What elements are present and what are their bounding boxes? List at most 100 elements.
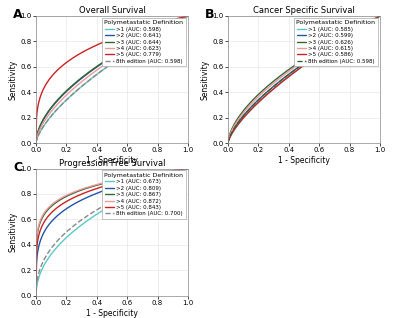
>2 (AUC: 0.599): (0.00334, 0.022): 0.599): (0.00334, 0.022) [226, 138, 231, 142]
>4 (AUC: 0.872): (0.612, 0.93): 0.872): (0.612, 0.93) [127, 176, 132, 179]
8th edition (AUC: 0.598): (0.00334, 0.0217): 0.598): (0.00334, 0.0217) [34, 138, 39, 142]
>4 (AUC: 0.872): (0.00334, 0.433): 0.872): (0.00334, 0.433) [34, 239, 39, 243]
>2 (AUC: 0.599): (0, 0): 0.599): (0, 0) [226, 141, 230, 145]
>3 (AUC: 0.867): (0.906, 0.985): 0.867): (0.906, 0.985) [171, 169, 176, 172]
8th edition (AUC: 0.700): (0.00334, 0.0869): 0.700): (0.00334, 0.0869) [34, 283, 39, 287]
Line: 8th edition (AUC: 0.598): 8th edition (AUC: 0.598) [228, 16, 380, 143]
>2 (AUC: 0.599): (0.592, 0.704): 0.599): (0.592, 0.704) [316, 52, 320, 55]
>1 (AUC: 0.585): (0.906, 0.933): 0.585): (0.906, 0.933) [363, 23, 368, 26]
>5 (AUC: 0.586): (0.592, 0.69): 0.586): (0.592, 0.69) [316, 53, 320, 57]
Legend: >1 (AUC: 0.598), >2 (AUC: 0.641), >3 (AUC: 0.644), >4 (AUC: 0.623), >5 (AUC: 0.7: >1 (AUC: 0.598), >2 (AUC: 0.641), >3 (AU… [102, 17, 186, 66]
Title: Cancer Specific Survival: Cancer Specific Survival [253, 6, 355, 15]
>2 (AUC: 0.599): (0.843, 0.892): 0.599): (0.843, 0.892) [354, 28, 358, 31]
>3 (AUC: 0.626): (0.906, 0.943): 0.626): (0.906, 0.943) [363, 21, 368, 25]
Text: B: B [205, 8, 215, 21]
Line: >2 (AUC: 0.809): >2 (AUC: 0.809) [36, 169, 188, 296]
>5 (AUC: 0.843): (0.906, 0.982): 0.843): (0.906, 0.982) [171, 169, 176, 173]
>2 (AUC: 0.641): (0, 0): 0.641): (0, 0) [34, 141, 38, 145]
>4 (AUC: 0.872): (0.906, 0.986): 0.872): (0.906, 0.986) [171, 169, 176, 172]
8th edition (AUC: 0.700): (0.906, 0.959): 0.700): (0.906, 0.959) [171, 172, 176, 176]
X-axis label: 1 - Specificity: 1 - Specificity [278, 156, 330, 165]
>4 (AUC: 0.623): (0.906, 0.942): 0.623): (0.906, 0.942) [171, 21, 176, 25]
>2 (AUC: 0.599): (1, 1): 0.599): (1, 1) [378, 14, 382, 18]
Line: >4 (AUC: 0.615): >4 (AUC: 0.615) [228, 16, 380, 143]
>3 (AUC: 0.644): (0.595, 0.751): 0.644): (0.595, 0.751) [124, 46, 129, 50]
Title: Overall Survival: Overall Survival [78, 6, 146, 15]
>3 (AUC: 0.644): (1, 1): 0.644): (1, 1) [186, 14, 190, 18]
Line: 8th edition (AUC: 0.700): 8th edition (AUC: 0.700) [36, 169, 188, 296]
>3 (AUC: 0.867): (0.592, 0.923): 0.867): (0.592, 0.923) [124, 176, 128, 180]
>1 (AUC: 0.585): (0, 0): 0.585): (0, 0) [226, 141, 230, 145]
Line: >4 (AUC: 0.872): >4 (AUC: 0.872) [36, 169, 188, 296]
>1 (AUC: 0.585): (0.00334, 0.0175): 0.585): (0.00334, 0.0175) [226, 139, 231, 143]
8th edition (AUC: 0.598): (1, 1): 0.598): (1, 1) [186, 14, 190, 18]
>1 (AUC: 0.673): (0.595, 0.777): 0.673): (0.595, 0.777) [124, 195, 129, 199]
>1 (AUC: 0.673): (0.843, 0.92): 0.673): (0.843, 0.92) [162, 177, 166, 181]
8th edition (AUC: 0.598): (0.612, 0.719): 0.598): (0.612, 0.719) [127, 50, 132, 53]
>4 (AUC: 0.623): (0.592, 0.728): 0.623): (0.592, 0.728) [124, 49, 128, 52]
Y-axis label: Sensitivity: Sensitivity [9, 59, 18, 100]
8th edition (AUC: 0.598): (0, 0): 0.598): (0, 0) [226, 141, 230, 145]
>5 (AUC: 0.843): (1, 1): 0.843): (1, 1) [186, 167, 190, 170]
>1 (AUC: 0.598): (0.843, 0.891): 0.598): (0.843, 0.891) [162, 28, 166, 31]
>5 (AUC: 0.779): (0.595, 0.863): 0.779): (0.595, 0.863) [124, 31, 129, 35]
>2 (AUC: 0.641): (0.843, 0.909): 0.641): (0.843, 0.909) [162, 26, 166, 30]
>4 (AUC: 0.872): (0.592, 0.926): 0.872): (0.592, 0.926) [124, 176, 128, 180]
>5 (AUC: 0.586): (0.843, 0.886): 0.586): (0.843, 0.886) [354, 29, 358, 32]
Line: >2 (AUC: 0.599): >2 (AUC: 0.599) [228, 16, 380, 143]
>3 (AUC: 0.626): (1, 1): 0.626): (1, 1) [378, 14, 382, 18]
>4 (AUC: 0.615): (0, 0): 0.615): (0, 0) [226, 141, 230, 145]
>3 (AUC: 0.644): (0.843, 0.91): 0.644): (0.843, 0.91) [162, 25, 166, 29]
>5 (AUC: 0.843): (0.00334, 0.346): 0.843): (0.00334, 0.346) [34, 250, 39, 254]
>2 (AUC: 0.599): (0.595, 0.707): 0.599): (0.595, 0.707) [316, 51, 321, 55]
>3 (AUC: 0.644): (0.906, 0.947): 0.644): (0.906, 0.947) [171, 21, 176, 24]
Title: Progression Free Survival: Progression Free Survival [59, 159, 165, 168]
>5 (AUC: 0.843): (0.843, 0.969): 0.843): (0.843, 0.969) [162, 171, 166, 175]
Line: 8th edition (AUC: 0.598): 8th edition (AUC: 0.598) [36, 16, 188, 143]
Line: >5 (AUC: 0.843): >5 (AUC: 0.843) [36, 169, 188, 296]
>4 (AUC: 0.623): (0.00334, 0.0318): 0.623): (0.00334, 0.0318) [34, 137, 39, 141]
>2 (AUC: 0.641): (0.906, 0.946): 0.641): (0.906, 0.946) [171, 21, 176, 24]
>2 (AUC: 0.809): (0.612, 0.891): 0.809): (0.612, 0.891) [127, 181, 132, 184]
>1 (AUC: 0.598): (0.906, 0.936): 0.598): (0.906, 0.936) [171, 22, 176, 26]
8th edition (AUC: 0.598): (0.843, 0.891): 0.598): (0.843, 0.891) [162, 28, 166, 31]
>1 (AUC: 0.585): (1, 1): 0.585): (1, 1) [378, 14, 382, 18]
>1 (AUC: 0.585): (0.592, 0.689): 0.585): (0.592, 0.689) [316, 53, 320, 57]
8th edition (AUC: 0.598): (0.592, 0.703): 0.598): (0.592, 0.703) [124, 52, 128, 56]
>5 (AUC: 0.843): (0.595, 0.908): 0.843): (0.595, 0.908) [124, 178, 129, 182]
>2 (AUC: 0.809): (0.595, 0.885): 0.809): (0.595, 0.885) [124, 181, 129, 185]
>1 (AUC: 0.598): (0.595, 0.706): 0.598): (0.595, 0.706) [124, 52, 129, 55]
>3 (AUC: 0.644): (0.612, 0.762): 0.644): (0.612, 0.762) [127, 44, 132, 48]
>2 (AUC: 0.809): (1, 1): 0.809): (1, 1) [186, 167, 190, 170]
Line: >3 (AUC: 0.867): >3 (AUC: 0.867) [36, 169, 188, 296]
>2 (AUC: 0.809): (0.592, 0.884): 0.809): (0.592, 0.884) [124, 182, 128, 185]
8th edition (AUC: 0.700): (0.843, 0.929): 0.700): (0.843, 0.929) [162, 176, 166, 179]
>3 (AUC: 0.626): (0.595, 0.734): 0.626): (0.595, 0.734) [316, 48, 321, 52]
>1 (AUC: 0.673): (0.592, 0.775): 0.673): (0.592, 0.775) [124, 195, 128, 199]
>1 (AUC: 0.598): (0.612, 0.719): 0.598): (0.612, 0.719) [127, 50, 132, 53]
>3 (AUC: 0.867): (1, 1): 0.867): (1, 1) [186, 167, 190, 170]
>2 (AUC: 0.641): (0.595, 0.748): 0.641): (0.595, 0.748) [124, 46, 129, 50]
>5 (AUC: 0.586): (0.595, 0.693): 0.586): (0.595, 0.693) [316, 53, 321, 57]
>2 (AUC: 0.641): (0.00334, 0.0411): 0.641): (0.00334, 0.0411) [34, 136, 39, 140]
8th edition (AUC: 0.598): (1, 1): 0.598): (1, 1) [378, 14, 382, 18]
8th edition (AUC: 0.700): (1, 1): 0.700): (1, 1) [186, 167, 190, 170]
X-axis label: 1 - Specificity: 1 - Specificity [86, 156, 138, 165]
>4 (AUC: 0.623): (0.612, 0.743): 0.623): (0.612, 0.743) [127, 47, 132, 51]
>2 (AUC: 0.809): (0.00334, 0.26): 0.809): (0.00334, 0.26) [34, 261, 39, 265]
Y-axis label: Sensitivity: Sensitivity [9, 212, 18, 252]
>4 (AUC: 0.872): (0, 0): 0.872): (0, 0) [34, 294, 38, 298]
>1 (AUC: 0.673): (0, 0): 0.673): (0, 0) [34, 294, 38, 298]
>5 (AUC: 0.779): (0.843, 0.953): 0.779): (0.843, 0.953) [162, 20, 166, 24]
8th edition (AUC: 0.598): (0.595, 0.706): 0.598): (0.595, 0.706) [316, 52, 321, 55]
>2 (AUC: 0.599): (0.612, 0.72): 0.599): (0.612, 0.72) [319, 50, 324, 53]
>3 (AUC: 0.644): (0.00334, 0.0428): 0.644): (0.00334, 0.0428) [34, 136, 39, 140]
>2 (AUC: 0.641): (0.592, 0.746): 0.641): (0.592, 0.746) [124, 46, 128, 50]
Line: >1 (AUC: 0.673): >1 (AUC: 0.673) [36, 169, 188, 296]
>4 (AUC: 0.872): (0.843, 0.975): 0.872): (0.843, 0.975) [162, 170, 166, 174]
>4 (AUC: 0.872): (1, 1): 0.872): (1, 1) [186, 167, 190, 170]
>5 (AUC: 0.843): (0.592, 0.907): 0.843): (0.592, 0.907) [124, 178, 128, 182]
8th edition (AUC: 0.598): (0.592, 0.703): 0.598): (0.592, 0.703) [316, 52, 320, 56]
>3 (AUC: 0.644): (0, 0): 0.644): (0, 0) [34, 141, 38, 145]
>4 (AUC: 0.615): (0.843, 0.898): 0.615): (0.843, 0.898) [354, 27, 358, 31]
